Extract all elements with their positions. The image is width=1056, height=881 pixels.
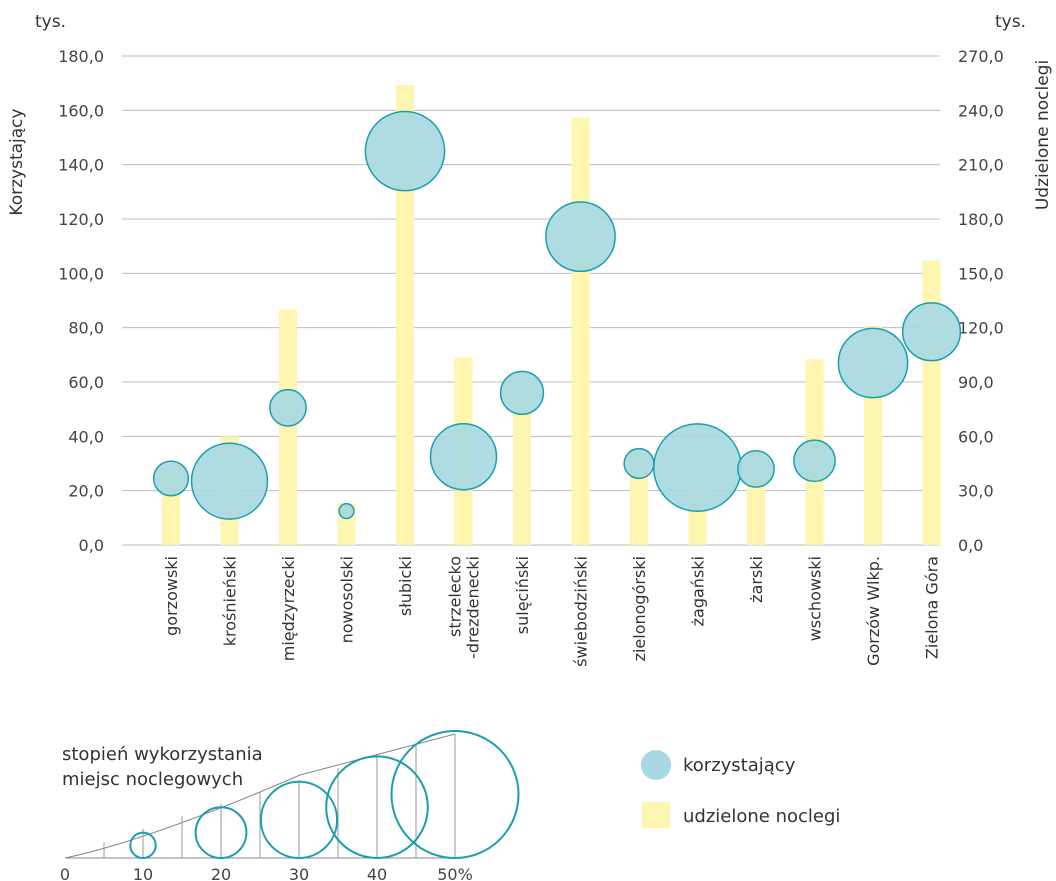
right-tick-label: 0,0 bbox=[958, 536, 983, 555]
category-label: krośnieński bbox=[221, 556, 240, 646]
left-tick-label: 60,0 bbox=[68, 373, 104, 392]
category-label-line: Gorzów Wlkp. bbox=[864, 556, 883, 666]
category-label: sulęciński bbox=[513, 556, 532, 634]
bar-udzielone-noclegi bbox=[571, 117, 590, 546]
category-label-line: świebodziński bbox=[572, 556, 591, 667]
left-tick-label: 160,0 bbox=[58, 101, 104, 120]
bubble-korzystajacy bbox=[623, 447, 655, 480]
right-tick-label: 30,0 bbox=[958, 482, 994, 501]
category-label-line: -drezdenecki bbox=[464, 556, 483, 659]
size-scale-tick-label: 40 bbox=[367, 865, 387, 881]
bar-udzielone-noclegi bbox=[396, 84, 414, 545]
left-tick-label: 120,0 bbox=[58, 210, 104, 229]
size-scale-tick-label: 20 bbox=[211, 865, 231, 881]
right-tick-label: 210,0 bbox=[958, 156, 1004, 175]
category-label-line: międzyrzecki bbox=[279, 556, 298, 661]
category-label: międzyrzecki bbox=[279, 556, 298, 661]
legend-swatch-noclegi bbox=[642, 802, 670, 828]
bubble-korzystajacy bbox=[837, 327, 909, 399]
left-axis-ticks: 0,0 20,0 40,0 60,0 80,0 100,0 120,0 140,0 160,0 1… bbox=[58, 47, 104, 555]
right-axis-ticks: 0,0 30,0 60,0 90,0 120,0 150,0 180,0 210,0 240,0… bbox=[958, 47, 1004, 555]
bubble-korzystajacy bbox=[653, 423, 742, 513]
category-label: zielonogórski bbox=[630, 556, 649, 661]
bubble-size-scale: stopień wykorzystania miejsc noclegowych… bbox=[60, 730, 520, 881]
left-tick-label: 20,0 bbox=[68, 482, 104, 501]
category-label-line: Zielona Góra bbox=[923, 556, 942, 659]
size-scale-title-line2: miejsc noclegowych bbox=[62, 769, 243, 790]
category-label-line: sulęciński bbox=[513, 556, 532, 634]
category-label: nowosolski bbox=[338, 556, 357, 643]
right-tick-label: 120,0 bbox=[958, 319, 1004, 338]
bubble-korzystajacy bbox=[364, 110, 446, 192]
size-scale-title-line1: stopień wykorzystania bbox=[62, 744, 263, 765]
left-tick-label: 0,0 bbox=[79, 536, 104, 555]
category-labels: gorzowski krośnieński międzyrzecki nowosols… bbox=[162, 556, 942, 667]
category-label: strzelecko -drezdenecki bbox=[446, 556, 483, 659]
left-axis-unit: tys. bbox=[35, 12, 66, 32]
bubble-korzystajacy bbox=[499, 370, 545, 416]
right-tick-label: 240,0 bbox=[958, 101, 1004, 120]
right-tick-label: 60,0 bbox=[958, 427, 994, 446]
category-label-line: słubicki bbox=[396, 556, 415, 616]
left-tick-label: 100,0 bbox=[58, 264, 104, 283]
category-label: świebodziński bbox=[572, 556, 591, 667]
right-axis-unit: tys. bbox=[995, 12, 1026, 32]
category-label: żagański bbox=[689, 556, 708, 626]
right-tick-label: 180,0 bbox=[958, 210, 1004, 229]
left-tick-label: 40,0 bbox=[68, 427, 104, 446]
bubble-korzystajacy bbox=[429, 422, 498, 491]
bar-udzielone-noclegi bbox=[513, 378, 531, 545]
category-label: żarski bbox=[747, 556, 766, 603]
category-label: gorzowski bbox=[162, 556, 181, 636]
size-scale-tick-label: 30 bbox=[289, 865, 309, 881]
size-scale-tick-label: 0 bbox=[60, 865, 70, 881]
right-axis-title: Udzielone noclegi bbox=[1033, 60, 1053, 210]
bubble-korzystajacy bbox=[545, 201, 616, 273]
bubble-korzystajacy bbox=[793, 439, 836, 483]
korzystajacy-bubbles bbox=[152, 110, 962, 520]
right-tick-label: 150,0 bbox=[958, 264, 1004, 283]
size-scale-circle bbox=[129, 831, 157, 859]
category-label-line: krośnieński bbox=[221, 556, 240, 646]
legend-swatch-korzystajacy bbox=[641, 750, 671, 780]
size-scale-circle bbox=[194, 806, 248, 859]
category-label-line: żarski bbox=[747, 556, 766, 603]
category-label-line: strzelecko bbox=[446, 556, 465, 637]
category-label: wschowski bbox=[806, 556, 825, 641]
legend: korzystający udzielone noclegi bbox=[641, 750, 840, 828]
category-label-line: wschowski bbox=[806, 556, 825, 641]
size-scale-circle bbox=[325, 755, 429, 860]
left-tick-label: 80,0 bbox=[68, 319, 104, 338]
category-label: Gorzów Wlkp. bbox=[864, 556, 883, 666]
bubble-korzystajacy bbox=[338, 502, 355, 520]
category-label-line: nowosolski bbox=[338, 556, 357, 643]
size-scale-circle bbox=[259, 780, 339, 860]
size-scale-tick-label: 10 bbox=[133, 865, 153, 881]
legend-label-korzystajacy: korzystający bbox=[683, 755, 796, 776]
size-scale-circle bbox=[390, 730, 520, 859]
category-label-line: zielonogórski bbox=[630, 556, 649, 661]
bubble-korzystajacy bbox=[901, 302, 962, 362]
size-scale-envelope bbox=[64, 733, 456, 859]
category-label-line: żagański bbox=[689, 556, 708, 626]
category-label: Zielona Góra bbox=[923, 556, 942, 659]
category-label: słubicki bbox=[396, 556, 415, 616]
bubble-korzystajacy bbox=[269, 388, 307, 427]
bubble-korzystajacy bbox=[152, 460, 190, 497]
left-tick-label: 180,0 bbox=[58, 47, 104, 66]
bar-udzielone-noclegi bbox=[279, 309, 297, 545]
right-tick-label: 90,0 bbox=[958, 373, 994, 392]
bubble-korzystajacy bbox=[190, 442, 269, 520]
legend-label-noclegi: udzielone noclegi bbox=[683, 806, 840, 827]
size-scale-tick-label: 50% bbox=[437, 865, 473, 881]
bubble-korzystajacy bbox=[737, 450, 775, 488]
category-label-line: gorzowski bbox=[162, 556, 181, 636]
left-axis-title: Korzystający bbox=[7, 108, 27, 215]
left-tick-label: 140,0 bbox=[58, 156, 104, 175]
right-tick-label: 270,0 bbox=[958, 47, 1004, 66]
